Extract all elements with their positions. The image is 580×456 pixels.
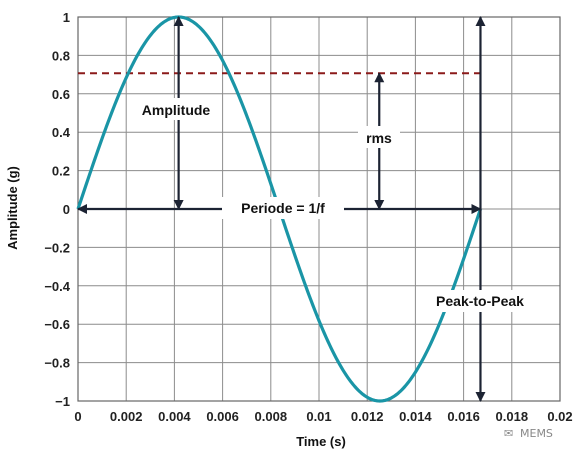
rms-label-bg <box>358 126 400 148</box>
x-tick-label: 0.008 <box>255 409 288 424</box>
x-tick-label: 0.02 <box>547 409 572 424</box>
watermark: ✉ MEMS <box>504 427 553 440</box>
y-tick-label: 0.6 <box>52 87 70 102</box>
y-tick-label: 0.4 <box>52 125 71 140</box>
x-tick-label: 0.002 <box>110 409 143 424</box>
y-tick-label: 0.8 <box>52 48 70 63</box>
annotation-labels: Amplitude rms Periode = 1/f Peak-to-Peak <box>132 98 536 312</box>
x-axis-label: Time (s) <box>296 434 346 449</box>
peak-to-peak-annotation: Peak-to-Peak <box>436 293 524 309</box>
amplitude-annotation: Amplitude <box>142 102 211 118</box>
y-tick-label: 0 <box>63 202 70 217</box>
period-label-bg <box>222 197 344 219</box>
tick-labels: 0 0.002 0.004 0.006 0.008 0.01 0.012 0.014 0.016… <box>44 10 572 424</box>
y-tick-label: −0.2 <box>44 240 70 255</box>
x-tick-label: 0.012 <box>351 409 384 424</box>
chat-bubble-icon: ✉ <box>504 427 513 440</box>
x-tick-label: 0.018 <box>496 409 529 424</box>
y-axis-label: Amplitude (g) <box>5 166 20 250</box>
x-tick-label: 0.006 <box>206 409 239 424</box>
x-tick-label: 0.004 <box>158 409 191 424</box>
y-tick-label: −0.4 <box>44 279 70 294</box>
period-annotation: Periode = 1/f <box>241 200 325 216</box>
x-tick-label: 0.01 <box>306 409 331 424</box>
peak-to-peak-label-bg <box>424 290 536 312</box>
x-tick-label: 0.016 <box>447 409 480 424</box>
y-tick-label: 0.2 <box>52 164 70 179</box>
y-tick-label: 1 <box>63 10 70 25</box>
x-tick-label: 0 <box>74 409 81 424</box>
rms-annotation: rms <box>366 130 392 146</box>
watermark-text: MEMS <box>520 427 553 440</box>
y-tick-label: −1 <box>55 394 70 409</box>
x-tick-label: 0.014 <box>399 409 432 424</box>
y-tick-label: −0.8 <box>44 356 70 371</box>
amplitude-label-bg <box>132 98 220 120</box>
y-tick-label: −0.6 <box>44 317 70 332</box>
